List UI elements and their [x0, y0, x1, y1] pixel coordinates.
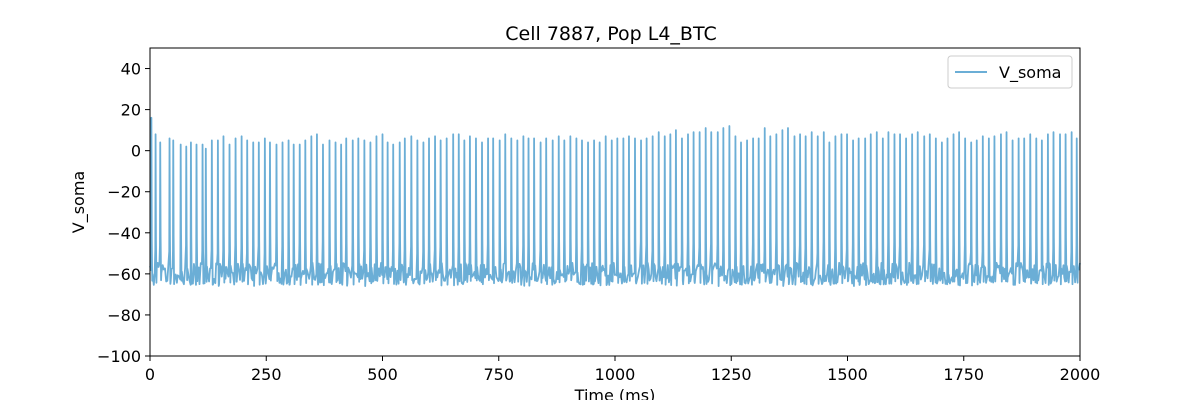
x-tick-label: 1500 — [827, 365, 868, 384]
y-axis-label: V_soma — [69, 171, 89, 233]
chart-title: Cell 7887, Pop L4_BTC — [505, 23, 716, 45]
x-tick-label: 250 — [251, 365, 282, 384]
x-axis-label: Time (ms) — [574, 386, 656, 400]
series-line-v-soma — [149, 116, 1081, 288]
y-tick-label: −100 — [97, 347, 141, 366]
plot-frame — [149, 47, 1081, 357]
plot-area — [149, 116, 1081, 288]
y-axis: −100 −80 −60 −40 −20 0 20 40 — [97, 60, 150, 366]
x-tick-label: 1000 — [595, 365, 636, 384]
y-tick-label: −60 — [107, 265, 141, 284]
legend-box — [947, 55, 1073, 89]
y-tick-label: 40 — [121, 60, 141, 79]
x-axis: 0 250 500 750 1000 1250 1500 1750 2000 — [145, 356, 1100, 384]
y-tick-label: −80 — [107, 306, 141, 325]
y-tick-label: 20 — [121, 101, 141, 120]
legend-label: V_soma — [999, 63, 1061, 83]
y-tick-label: 0 — [131, 142, 141, 161]
legend: V_soma — [947, 55, 1073, 89]
x-tick-label: 1250 — [711, 365, 752, 384]
x-tick-label: 1750 — [943, 365, 984, 384]
x-tick-label: 2000 — [1060, 365, 1101, 384]
x-tick-label: 750 — [483, 365, 514, 384]
y-tick-label: −20 — [107, 183, 141, 202]
x-tick-label: 500 — [367, 365, 398, 384]
y-tick-label: −40 — [107, 224, 141, 243]
x-tick-label: 0 — [145, 365, 155, 384]
